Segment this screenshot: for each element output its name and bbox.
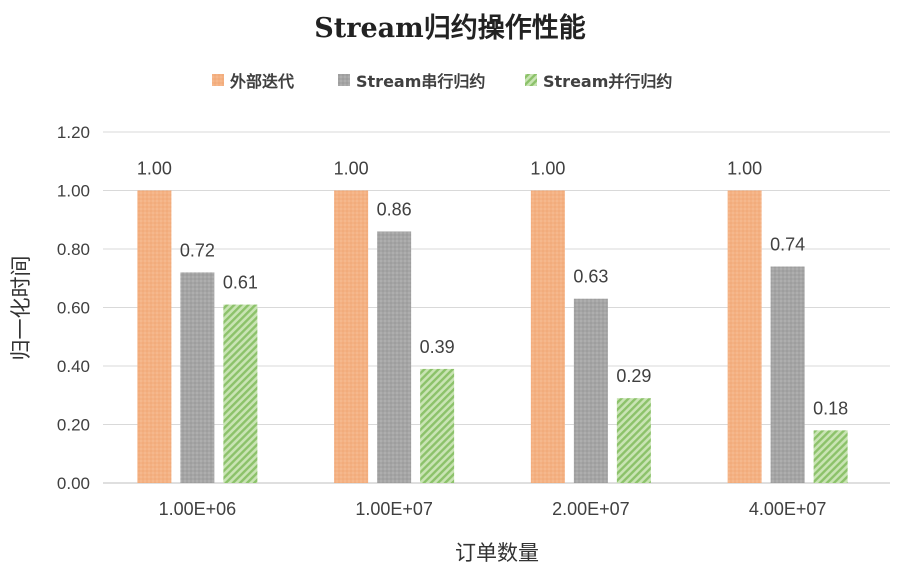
y-tick-label: 0.00 (57, 474, 90, 493)
data-label: 0.29 (616, 366, 651, 386)
data-label: 1.00 (334, 159, 369, 179)
y-tick-label: 0.40 (57, 357, 90, 376)
bar-1-00e-07-series-2 (377, 231, 412, 483)
bar-4-00e-07-series-3 (813, 430, 848, 483)
data-labels: 1.00 0.72 0.61 1.00 0.86 0.39 1.00 0.63 0.29 1.00… (137, 159, 848, 419)
bar-1-00e-06-series-1 (137, 190, 172, 483)
bar-1-00e-06-series-3 (223, 304, 258, 483)
data-label: 0.72 (180, 240, 215, 260)
x-tick-label: 2.00E+07 (552, 499, 630, 519)
x-tick-label: 1.00E+07 (355, 499, 433, 519)
y-axis-ticks: 0.00 0.20 0.40 0.60 0.80 1.00 1.20 (57, 123, 90, 493)
legend-label: 外部迭代 (229, 72, 294, 91)
x-tick-label: 4.00E+07 (749, 499, 827, 519)
bar-2-00e-07-series-3 (616, 398, 651, 483)
chart-title: Stream归约操作性能 (314, 12, 585, 44)
legend-swatch (525, 74, 537, 86)
y-tick-label: 0.60 (57, 299, 90, 318)
data-label: 1.00 (137, 159, 172, 179)
bar-1-00e-07-series-1 (334, 190, 369, 483)
x-axis-ticks: 1.00E+06 1.00E+07 2.00E+07 4.00E+07 (159, 499, 827, 519)
x-axis-label: 订单数量 (455, 541, 539, 565)
data-label: 0.74 (770, 235, 805, 255)
legend-item-3: Stream并行归约 (525, 72, 672, 91)
bars (137, 190, 848, 483)
legend-item-1: 外部迭代 (212, 72, 294, 91)
y-tick-label: 0.80 (57, 240, 90, 259)
bar-1-00e-07-series-3 (420, 368, 455, 483)
legend: 外部迭代 Stream串行归约 Stream并行归约 (212, 72, 672, 91)
y-tick-label: 1.20 (57, 123, 90, 142)
x-tick-label: 1.00E+06 (159, 499, 237, 519)
legend-swatch (338, 74, 350, 86)
bar-1-00e-06-series-2 (180, 272, 215, 483)
legend-label: Stream串行归约 (356, 72, 485, 91)
legend-label: Stream并行归约 (543, 72, 672, 91)
data-label: 1.00 (530, 159, 565, 179)
y-axis-label: 归一化时间 (9, 256, 33, 361)
data-label: 0.18 (813, 398, 848, 418)
y-tick-label: 1.00 (57, 182, 90, 201)
bar-4-00e-07-series-2 (770, 266, 805, 483)
legend-item-2: Stream串行归约 (338, 72, 485, 91)
data-label: 0.39 (420, 337, 455, 357)
data-label: 1.00 (727, 159, 762, 179)
bar-2-00e-07-series-2 (573, 298, 608, 483)
legend-swatch (212, 74, 224, 86)
data-label: 0.63 (573, 267, 608, 287)
data-label: 0.86 (377, 199, 412, 219)
bar-4-00e-07-series-1 (727, 190, 762, 483)
y-tick-label: 0.20 (57, 416, 90, 435)
bar-2-00e-07-series-1 (530, 190, 565, 483)
data-label: 0.61 (223, 273, 258, 293)
